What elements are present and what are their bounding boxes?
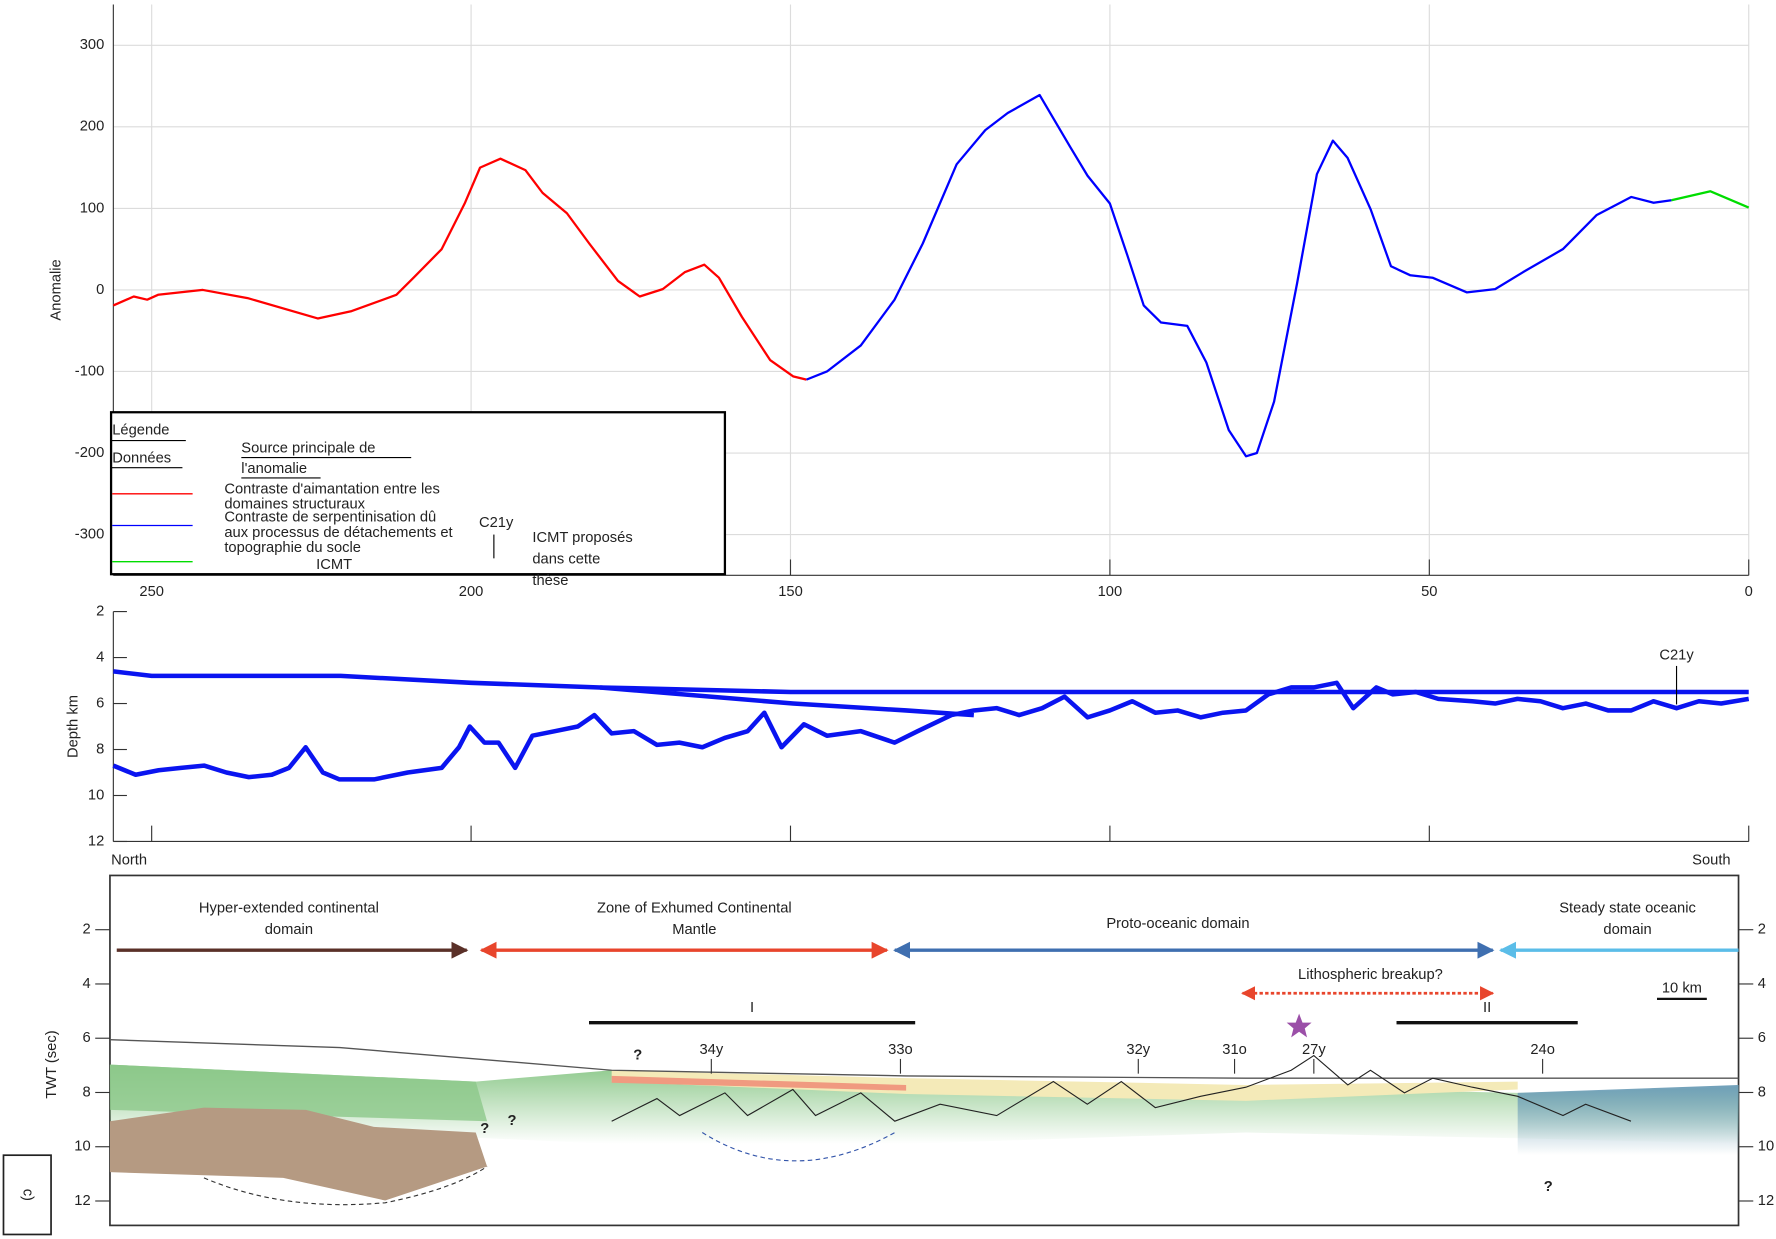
- breakup-star: [1286, 1013, 1312, 1038]
- anomaly-label: 24o: [1530, 1042, 1555, 1058]
- y-tick-label: 8: [83, 1084, 91, 1100]
- y-tick-label: -100: [75, 363, 104, 379]
- y-tick-label: 6: [96, 695, 104, 711]
- data-line: [1671, 190, 1750, 209]
- y-axis-label: TWT (sec): [44, 1030, 60, 1098]
- question-mark: ?: [1544, 1179, 1553, 1195]
- y-axis-label: Anomalie: [49, 259, 65, 320]
- y-tick-label: 2: [96, 603, 104, 619]
- y-tick-label: 12: [88, 833, 104, 849]
- y-tick-label: 8: [96, 741, 104, 757]
- north-label: North: [111, 853, 147, 869]
- sediment: [109, 1064, 488, 1122]
- scale-label: 10 km: [1662, 981, 1702, 997]
- legend-source-header: Source principale de l'anomalie: [241, 440, 375, 476]
- domain-label: Proto-oceanic domain: [1106, 916, 1249, 932]
- breakup-label: Lithospheric breakup?: [1298, 967, 1443, 983]
- question-mark: ?: [507, 1113, 516, 1129]
- y-tick-label-right: 4: [1758, 976, 1766, 992]
- anomaly-label: 33o: [888, 1042, 913, 1058]
- legend-label: Contraste d'aimantation entre les domaine…: [224, 481, 440, 512]
- y-tick-label: 12: [74, 1193, 90, 1209]
- y-axis-label: Depth km: [66, 695, 82, 758]
- data-line: [113, 669, 1749, 695]
- y-tick-label-right: 10: [1758, 1139, 1774, 1155]
- x-tick-label: 200: [459, 584, 484, 600]
- sediment-yellow: [611, 1070, 1518, 1101]
- crust-base: [203, 1166, 488, 1206]
- panel-label-box: [2, 1154, 52, 1236]
- legend-marker-label: C21y: [479, 515, 514, 531]
- profile-label: I: [750, 1000, 754, 1016]
- domain-label: Hyper-extended continental domain: [199, 900, 379, 938]
- x-tick-label: 250: [139, 584, 164, 600]
- data-line: [112, 680, 1750, 782]
- legend-marker-text: ICMT proposés dans cette thèse: [532, 530, 632, 589]
- basement-top: [611, 1054, 1632, 1122]
- y-tick-label: 0: [96, 282, 104, 298]
- legend-frame: [109, 411, 727, 576]
- anomaly-label: 31o: [1222, 1042, 1247, 1058]
- anomaly-label: 32y: [1126, 1042, 1150, 1058]
- domain-label: Zone of Exhumed Continental Mantle: [597, 900, 792, 938]
- y-tick-label: 300: [80, 37, 105, 53]
- y-tick-label: 2: [83, 922, 91, 938]
- y-tick-label: 10: [74, 1139, 90, 1155]
- legend-label: ICMT: [316, 557, 352, 573]
- geology: [2, 874, 1740, 1236]
- anomaly-label: 34y: [699, 1042, 723, 1058]
- y-tick-label: 100: [80, 200, 105, 216]
- legend-label: Contraste de serpentinisation dû aux proc…: [224, 509, 452, 556]
- south-label: South: [1692, 853, 1730, 869]
- profile-label: II: [1483, 1000, 1491, 1016]
- data-line: [806, 93, 1672, 458]
- y-tick-label: 6: [83, 1030, 91, 1046]
- sediment-orange: [611, 1075, 907, 1091]
- continental-crust: [109, 1107, 488, 1201]
- y-tick-label: 4: [83, 976, 91, 992]
- x-tick-label: 100: [1098, 584, 1123, 600]
- question-mark: ?: [480, 1121, 489, 1137]
- y-tick-label: -300: [75, 526, 104, 542]
- data-line: [112, 157, 807, 381]
- y-tick-label: 200: [80, 119, 105, 135]
- y-tick-label: -200: [75, 445, 104, 461]
- data-line: [599, 685, 975, 718]
- y-tick-label: 10: [88, 787, 104, 803]
- legend: Légende Données Source principale de l'anom…: [109, 411, 727, 589]
- x-tick-label: 50: [1421, 584, 1437, 600]
- x-tick-label: 0: [1745, 584, 1753, 600]
- seafloor: [109, 1038, 1739, 1079]
- y-tick-label-right: 6: [1758, 1030, 1766, 1046]
- moho-dashed: [701, 1132, 896, 1162]
- y-tick-label-right: 8: [1758, 1084, 1766, 1100]
- anomaly-label: 27y: [1302, 1042, 1326, 1058]
- y-tick-label: 4: [96, 649, 104, 665]
- legend-title: Légende: [112, 422, 169, 438]
- legend-data-header: Données: [112, 451, 171, 467]
- marker-label: C21y: [1659, 648, 1694, 664]
- y-tick-label-right: 12: [1758, 1193, 1774, 1209]
- panel-label: c): [19, 1189, 35, 1201]
- crust-layer: [109, 1064, 1739, 1144]
- x-tick-label: 150: [778, 584, 803, 600]
- question-mark: ?: [633, 1047, 642, 1063]
- y-tick-label-right: 2: [1758, 922, 1766, 938]
- domain-label: Steady state oceanic domain: [1559, 900, 1696, 938]
